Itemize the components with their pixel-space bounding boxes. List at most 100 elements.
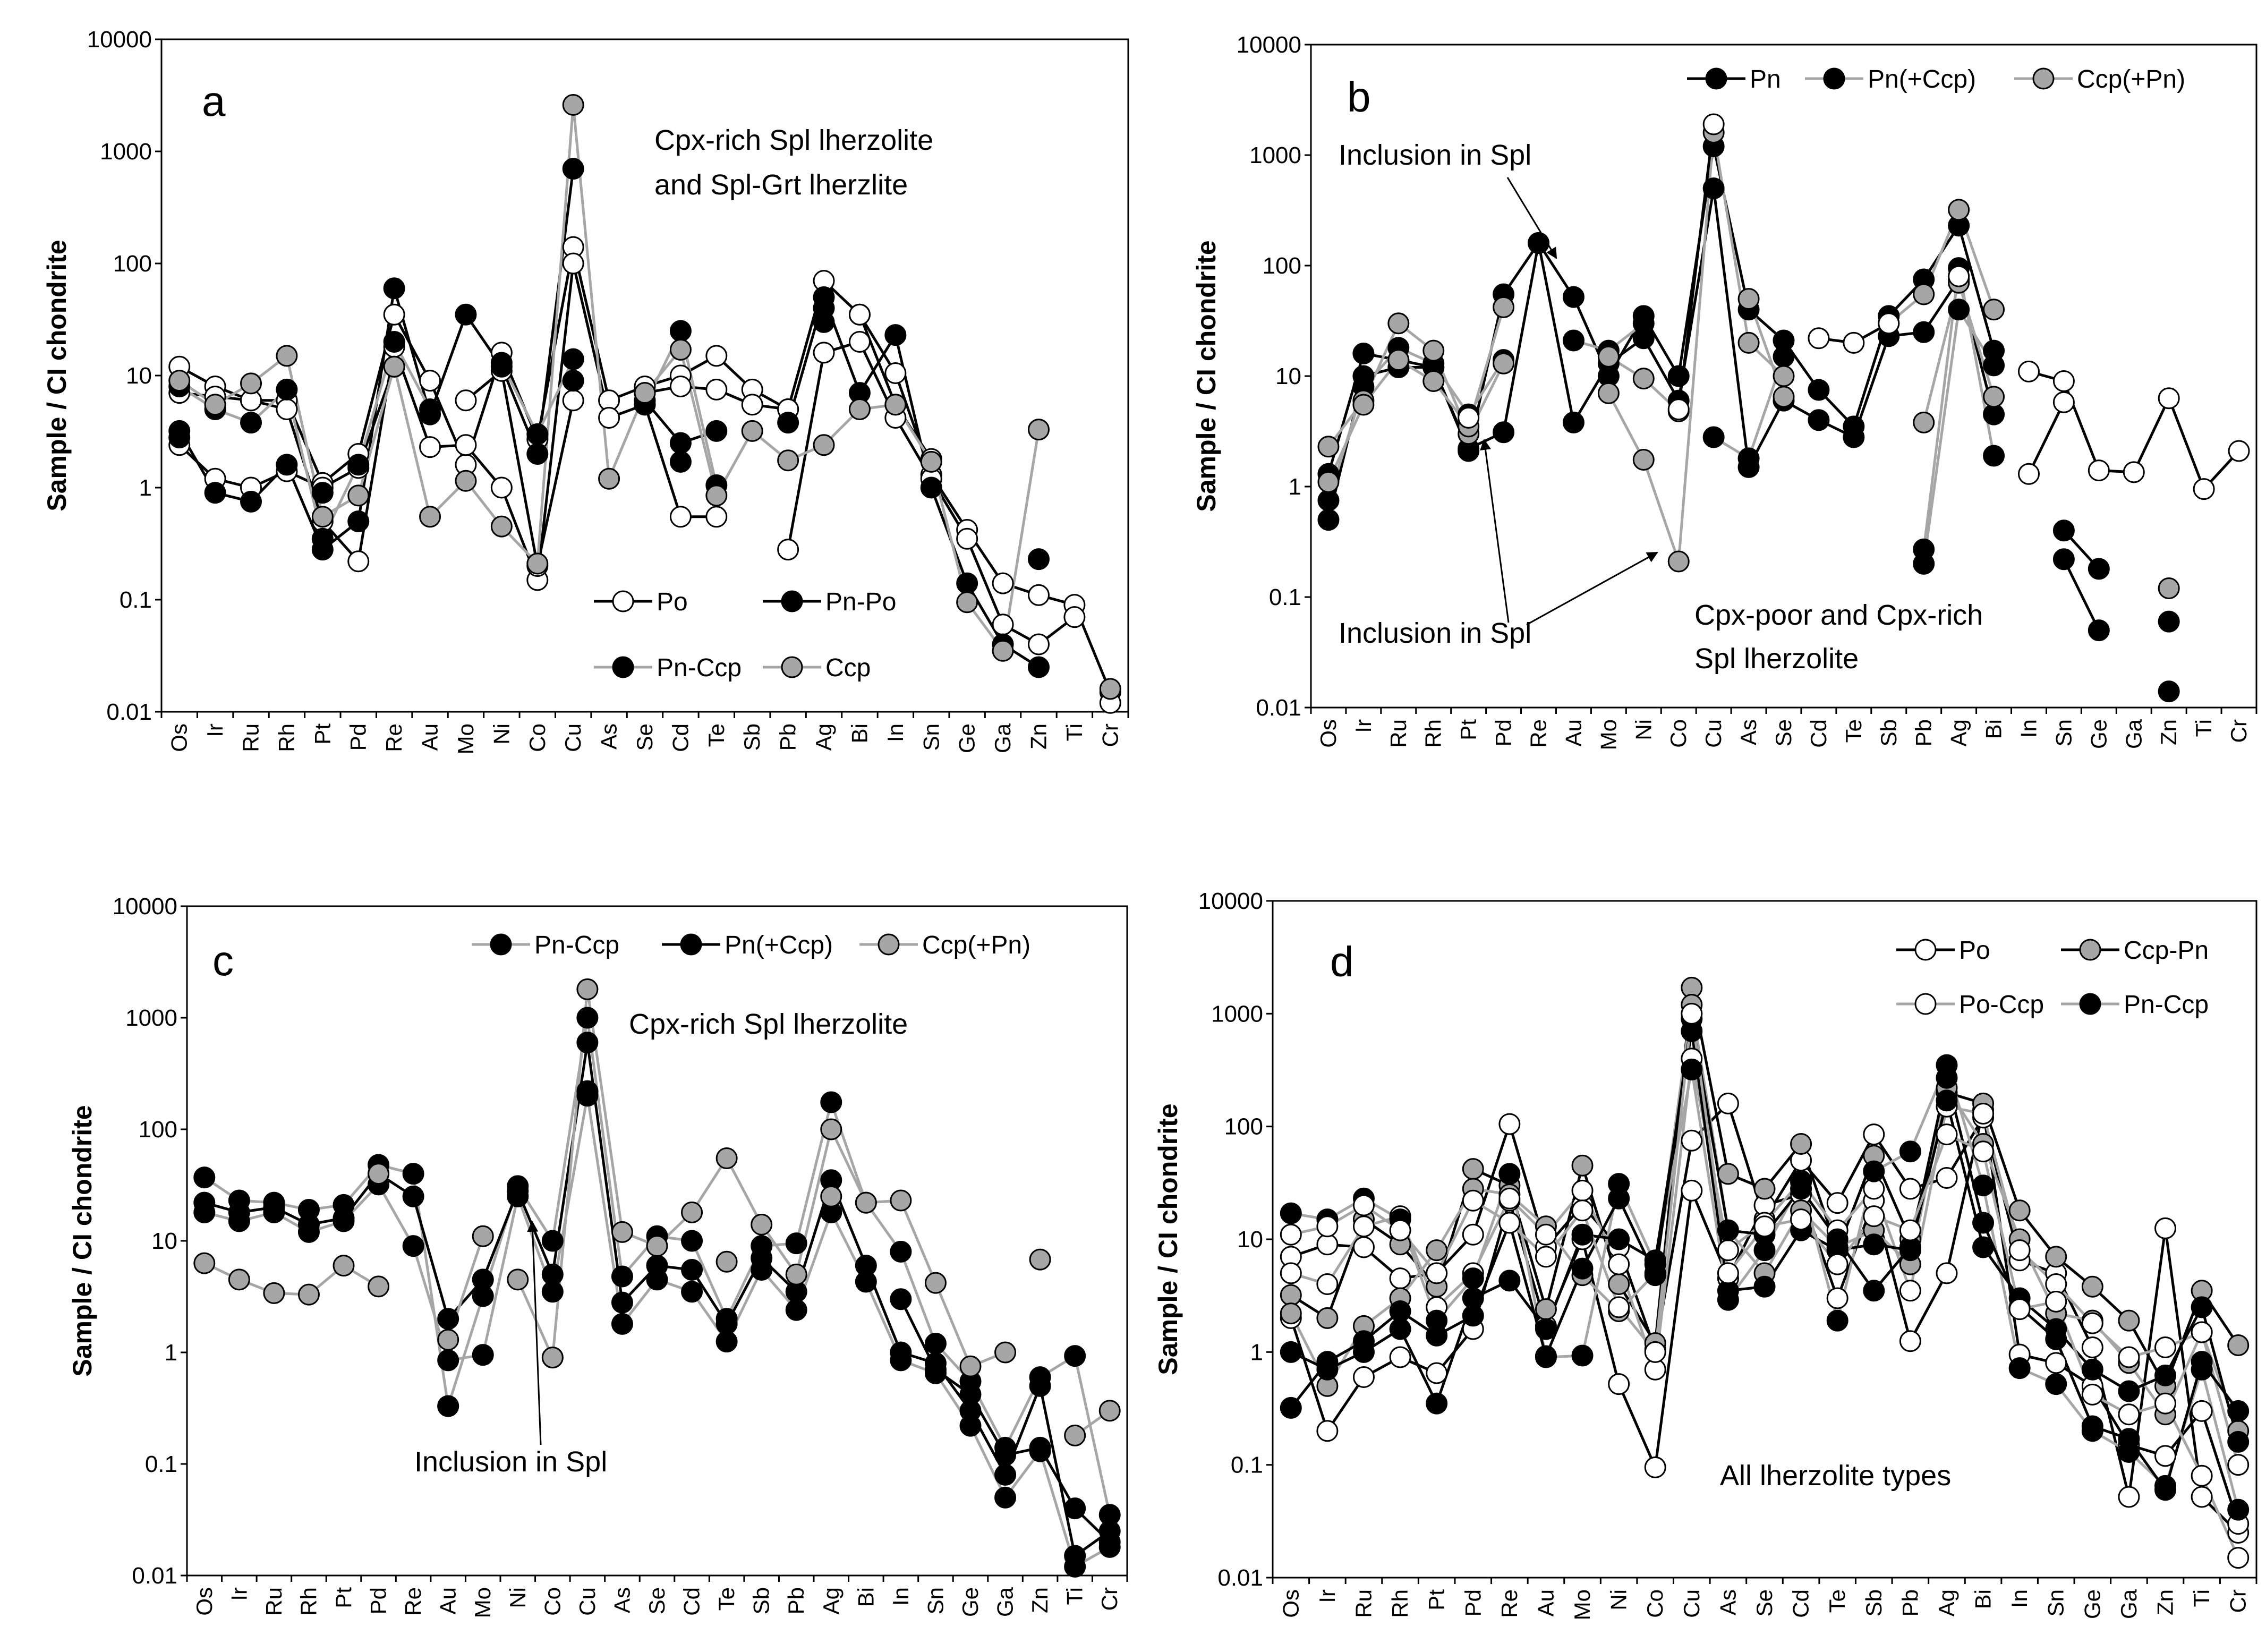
legend-label: Pn(+Ccp) bbox=[1868, 65, 1976, 93]
data-point bbox=[1027, 584, 1050, 606]
x-tick-label: Te bbox=[714, 1587, 739, 1611]
annotation-text: Inclusion in Spl bbox=[1339, 139, 1531, 171]
x-tick-label: Os bbox=[167, 723, 192, 752]
data-point bbox=[1597, 382, 1620, 404]
panel-c: 0.01 0.1 1 10 100 1000 10000 Os Ir Ru Rh Pt Pd Re Au Mo… bbox=[67, 893, 1128, 1618]
data-point bbox=[2045, 1373, 2067, 1395]
legend-label: Pn-Ccp bbox=[2124, 991, 2209, 1019]
data-point bbox=[1632, 312, 1655, 335]
x-tick-label: Te bbox=[1841, 719, 1866, 743]
y-tick-label: 0.1 bbox=[145, 1451, 177, 1477]
data-point bbox=[402, 1185, 424, 1207]
data-point bbox=[437, 1308, 459, 1330]
legend-marker bbox=[1914, 993, 1937, 1015]
data-point bbox=[1899, 1219, 1921, 1241]
data-point bbox=[490, 352, 513, 374]
panel-b: 0.01 0.1 1 10 100 1000 10000 Os Ir Ru Rh Pt Pd Re Au Mo… bbox=[1191, 32, 2258, 750]
x-tick-label: Ge bbox=[2086, 719, 2111, 749]
data-point bbox=[1528, 232, 1550, 254]
y-tick-label: 0.1 bbox=[120, 587, 152, 613]
data-point bbox=[1608, 1296, 1630, 1318]
annotation-text: and Spl-Grt lherzlite bbox=[654, 169, 908, 201]
y-tick-label: 10000 bbox=[87, 27, 152, 53]
data-point bbox=[562, 158, 584, 180]
data-point bbox=[1948, 199, 1970, 221]
data-point bbox=[311, 527, 334, 550]
y-axis-label: Sample / CI chondrite bbox=[1153, 1103, 1183, 1375]
data-point bbox=[1389, 1346, 1411, 1368]
data-point bbox=[562, 93, 584, 116]
annotation-text: Inclusion in Spl bbox=[414, 1446, 607, 1478]
y-tick-label: 0.1 bbox=[1269, 584, 1301, 610]
data-point bbox=[1571, 1344, 1594, 1367]
panel-a: 0.01 0.1 1 10 100 1000 10000 Os Ir Ru Rh Pt Pd Re Au Mo… bbox=[42, 27, 1129, 754]
data-point bbox=[994, 1444, 1017, 1466]
x-tick-label: Zn bbox=[2153, 1589, 2178, 1615]
x-tick-label: Zn bbox=[1026, 723, 1051, 750]
data-point bbox=[2118, 1309, 2140, 1332]
legend-label: Po bbox=[1959, 936, 1990, 965]
legend-item: Pn-Ccp bbox=[472, 931, 619, 959]
legend-marker bbox=[680, 933, 702, 956]
data-point bbox=[347, 484, 370, 507]
x-tick-label: Ni bbox=[1631, 719, 1656, 740]
panel-letter: a bbox=[202, 78, 226, 125]
data-point bbox=[1790, 1133, 1812, 1155]
data-point bbox=[884, 324, 907, 346]
data-point bbox=[1493, 421, 1515, 444]
x-tick-label: Ga bbox=[2116, 1589, 2141, 1619]
data-point bbox=[383, 303, 405, 326]
data-point bbox=[437, 1349, 459, 1372]
data-point bbox=[2052, 391, 2075, 413]
x-tick-label: Ag bbox=[1934, 1589, 1959, 1616]
x-tick-label: As bbox=[609, 1587, 634, 1613]
data-point bbox=[347, 510, 370, 533]
data-point bbox=[1972, 1236, 1995, 1258]
data-point bbox=[2227, 1430, 2250, 1453]
data-point bbox=[2052, 520, 2075, 542]
x-tick-label: Ru bbox=[1386, 719, 1411, 748]
data-point bbox=[1608, 1253, 1630, 1275]
data-point bbox=[994, 1341, 1017, 1364]
data-point bbox=[1717, 1239, 1739, 1262]
legend-label: Pn(+Ccp) bbox=[725, 931, 833, 959]
data-point bbox=[1702, 426, 1725, 448]
data-point bbox=[820, 1091, 842, 1113]
data-point bbox=[204, 394, 226, 416]
data-point bbox=[1352, 1215, 1375, 1238]
data-point bbox=[785, 1232, 807, 1255]
data-point bbox=[1972, 1212, 1995, 1234]
data-point bbox=[472, 1344, 494, 1366]
data-point bbox=[2081, 1358, 2103, 1381]
data-point bbox=[402, 1163, 424, 1185]
data-point bbox=[1027, 633, 1050, 655]
data-point bbox=[1571, 1257, 1594, 1280]
data-point bbox=[2227, 1334, 2250, 1356]
y-tick-label: 0.01 bbox=[106, 699, 152, 725]
annotation-arrow bbox=[1480, 438, 1510, 623]
data-point bbox=[1948, 299, 1970, 321]
legend-item: Pn-Ccp bbox=[2061, 991, 2209, 1019]
data-point bbox=[848, 303, 871, 326]
data-point bbox=[611, 1221, 633, 1243]
data-point bbox=[1681, 1129, 1703, 1152]
data-point bbox=[956, 572, 978, 594]
data-point bbox=[1562, 286, 1585, 308]
data-point bbox=[383, 277, 405, 300]
data-point bbox=[419, 436, 441, 458]
data-point bbox=[1462, 1305, 1484, 1327]
data-point bbox=[562, 370, 584, 392]
data-point bbox=[311, 482, 334, 504]
data-point bbox=[1571, 1199, 1594, 1222]
x-tick-label: Sn bbox=[918, 723, 943, 751]
x-tick-label: Cu bbox=[575, 1587, 600, 1616]
data-point bbox=[1936, 1123, 1958, 1146]
x-tick-label: Se bbox=[632, 723, 657, 751]
data-point bbox=[1826, 1309, 1848, 1332]
data-point bbox=[1983, 299, 2005, 321]
x-tick-label: As bbox=[1736, 719, 1761, 745]
data-point bbox=[2008, 1357, 2031, 1379]
data-point bbox=[1571, 1154, 1594, 1177]
legend-marker bbox=[1914, 939, 1937, 961]
x-tick-label: Ti bbox=[2189, 1589, 2214, 1607]
